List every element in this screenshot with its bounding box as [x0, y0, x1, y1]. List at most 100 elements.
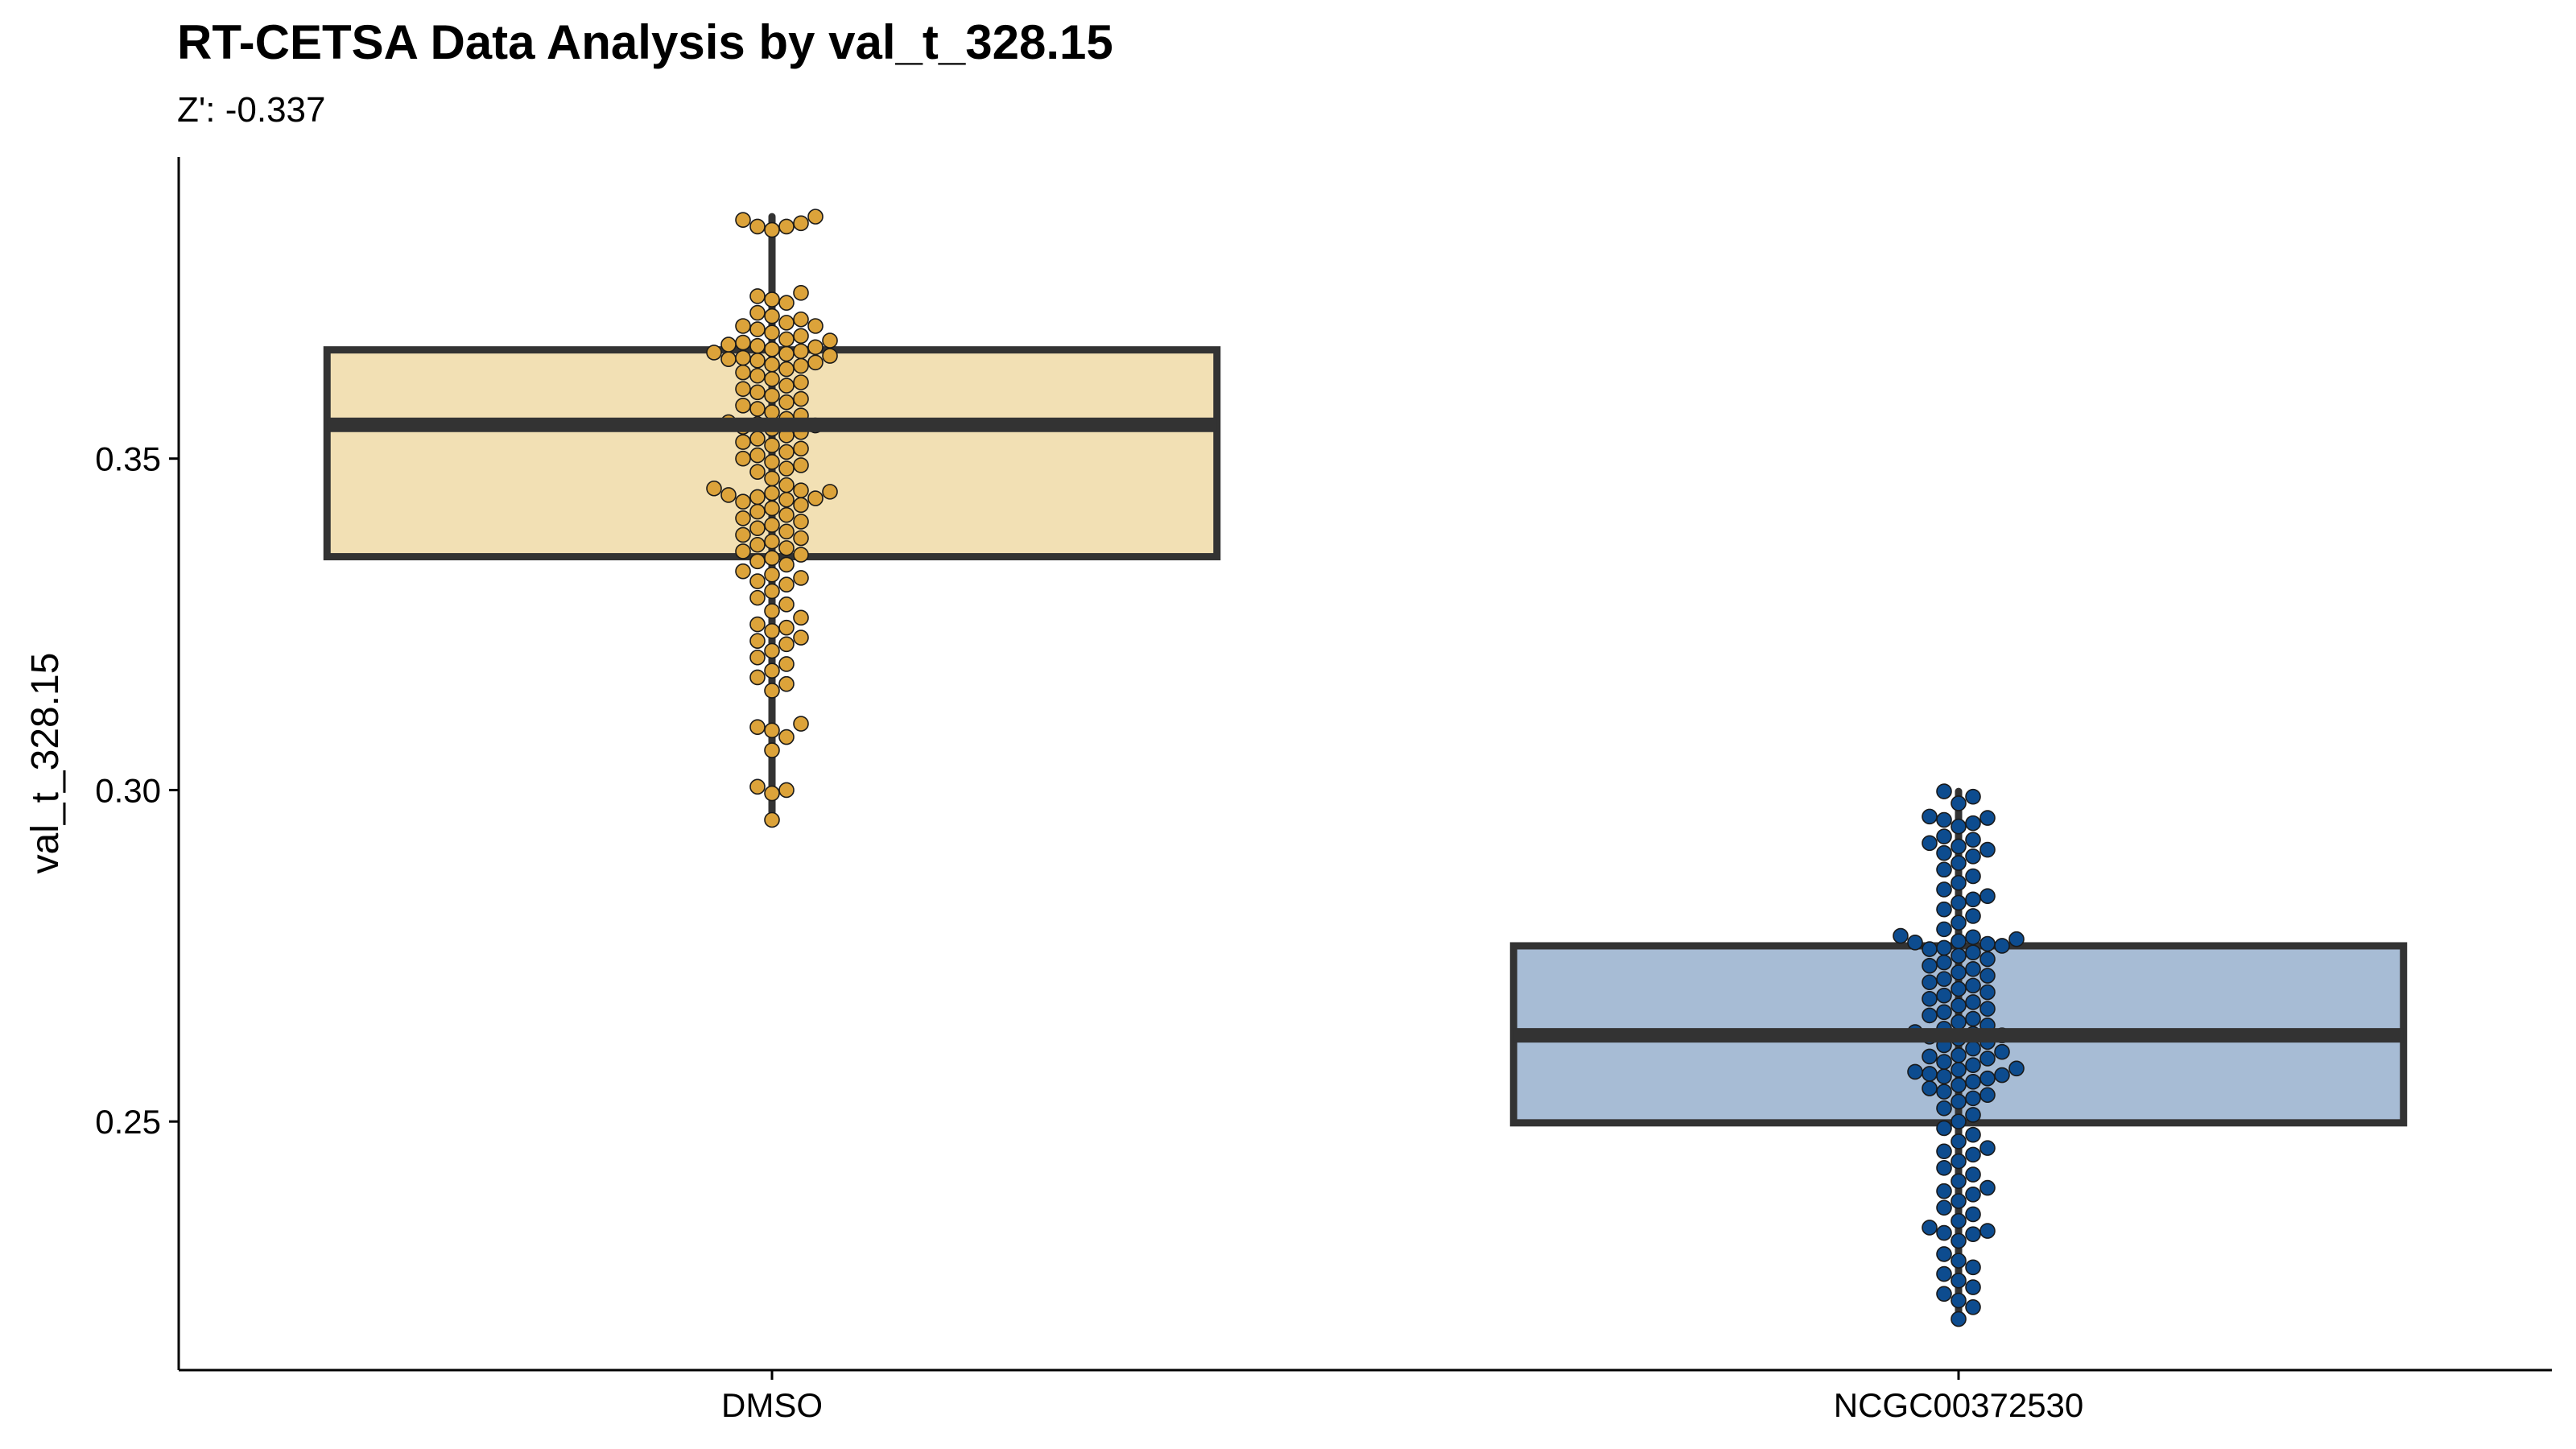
data-point	[749, 616, 766, 633]
data-point	[749, 778, 766, 795]
data-point	[807, 339, 824, 356]
data-point	[749, 401, 766, 417]
data-point	[1979, 968, 1996, 984]
data-point	[1965, 1057, 1981, 1073]
data-point	[793, 547, 809, 563]
data-point	[778, 361, 795, 378]
data-point	[1951, 997, 1967, 1013]
data-point	[778, 218, 795, 235]
data-point	[749, 633, 766, 649]
data-point	[1951, 1173, 1967, 1190]
data-point	[735, 450, 751, 467]
data-point	[764, 517, 780, 533]
data-point	[706, 480, 722, 497]
data-point	[1979, 935, 1996, 952]
data-point	[1951, 1193, 1967, 1209]
data-point	[778, 378, 795, 394]
data-point	[764, 533, 780, 550]
data-point	[1965, 1206, 1981, 1223]
data-point	[1951, 855, 1967, 871]
data-point	[764, 550, 780, 567]
data-point	[1936, 939, 1952, 956]
data-point	[1936, 1004, 1952, 1021]
data-point	[1893, 927, 1909, 944]
data-point	[749, 218, 766, 235]
data-point	[822, 484, 838, 500]
data-point	[1951, 1077, 1967, 1093]
y-tick-label: 0.30	[95, 771, 161, 809]
data-point	[1951, 1047, 1967, 1063]
data-point	[735, 563, 751, 580]
data-point	[793, 285, 809, 301]
data-point	[749, 503, 766, 520]
data-point	[778, 619, 795, 636]
boxes-layer	[323, 346, 2408, 1127]
data-point	[778, 460, 795, 477]
data-point	[749, 536, 766, 553]
data-point	[720, 336, 737, 353]
data-point	[793, 374, 809, 390]
data-point	[793, 343, 809, 360]
data-point	[1965, 788, 1981, 805]
data-point	[1994, 938, 2010, 954]
data-point	[1936, 881, 1952, 898]
data-point	[1936, 1183, 1952, 1199]
data-point	[749, 431, 766, 447]
data-point	[735, 212, 751, 229]
data-point	[1936, 1068, 1952, 1084]
data-point	[1951, 964, 1967, 980]
data-point	[793, 570, 809, 586]
data-point	[778, 636, 795, 653]
data-point	[735, 434, 751, 450]
data-point	[764, 470, 780, 487]
data-point	[1951, 1212, 1967, 1229]
data-point	[764, 583, 780, 600]
data-point	[1965, 832, 1981, 848]
data-point	[807, 354, 824, 371]
data-point	[1965, 1279, 1981, 1295]
data-point	[1965, 848, 1981, 865]
data-point	[778, 556, 795, 573]
data-point	[1951, 1062, 1967, 1078]
data-point	[1936, 987, 1952, 1004]
data-point	[1951, 1292, 1967, 1309]
data-point	[1936, 783, 1952, 799]
data-point	[764, 500, 780, 517]
data-point	[1965, 891, 1981, 908]
data-point	[1979, 1001, 1996, 1017]
data-point	[793, 440, 809, 457]
data-point	[778, 597, 795, 613]
data-point	[778, 444, 795, 460]
data-point	[1936, 921, 1952, 938]
data-point	[764, 324, 780, 341]
y-axis-title: val_t_328.15	[24, 653, 67, 874]
data-point	[1936, 1160, 1952, 1176]
data-point	[1922, 974, 1938, 991]
data-point	[735, 334, 751, 351]
chart-title: RT-CETSA Data Analysis by val_t_328.15	[177, 15, 1113, 69]
data-point	[1936, 1084, 1952, 1100]
data-point	[793, 357, 809, 374]
data-point	[1936, 1199, 1952, 1216]
data-point	[749, 321, 766, 337]
data-point	[1936, 1224, 1952, 1241]
data-point	[1951, 1232, 1967, 1249]
data-point	[1951, 914, 1967, 931]
data-point	[764, 683, 780, 699]
data-point	[1936, 1246, 1952, 1262]
data-point	[1979, 1223, 1996, 1239]
chart-subtitle: Z': -0.337	[177, 90, 326, 130]
data-point	[1979, 841, 1996, 858]
data-point	[1936, 1286, 1952, 1302]
data-point	[1965, 1226, 1981, 1242]
data-point	[1965, 960, 1981, 977]
data-point	[764, 642, 780, 659]
data-point	[2008, 1060, 2025, 1077]
data-point	[1922, 808, 1938, 825]
data-point	[749, 384, 766, 401]
data-point	[1965, 1166, 1981, 1183]
data-point	[735, 543, 751, 559]
data-point	[778, 295, 795, 311]
data-point	[1965, 1073, 1981, 1090]
data-point	[1965, 1107, 1981, 1123]
